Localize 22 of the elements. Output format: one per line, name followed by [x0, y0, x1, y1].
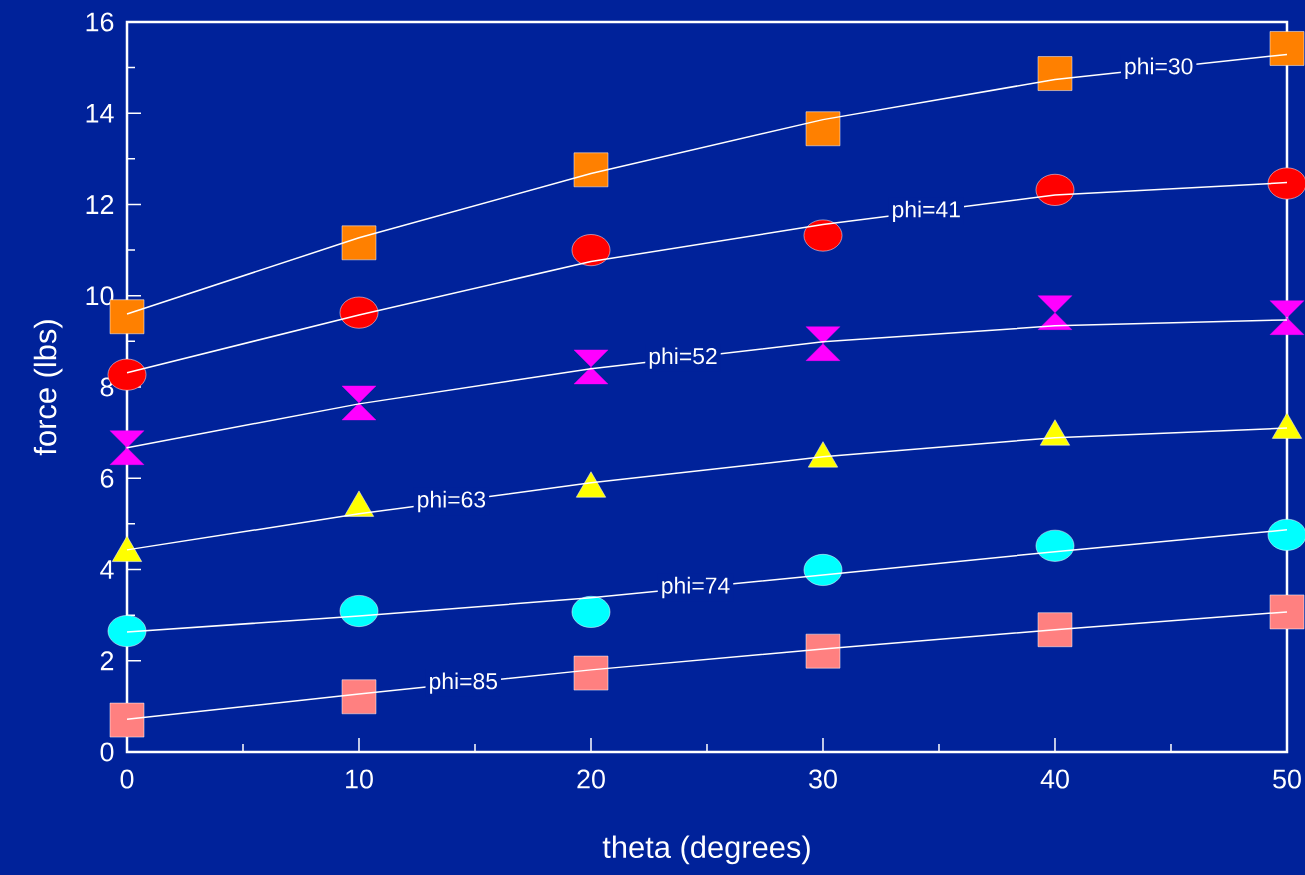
series-label: phi=41 [893, 200, 960, 223]
y-tick-label: 6 [100, 468, 114, 488]
y-tick-label: 14 [86, 103, 114, 123]
series-label: phi=74 [662, 576, 730, 599]
y-tick-label: 16 [86, 12, 114, 32]
x-axis-title: theta (degrees) [602, 835, 810, 865]
x-tick-label: 10 [346, 769, 373, 789]
series-label: phi=63 [418, 490, 486, 513]
y-tick-label: 10 [86, 286, 114, 306]
x-tick-label: 0 [120, 769, 134, 789]
y-tick-label: 12 [86, 195, 114, 214]
x-tick-label: 30 [809, 769, 837, 789]
y-tick-label: 4 [100, 560, 114, 579]
y-axis-title: force (lbs) [33, 320, 63, 456]
series-label: phi=52 [649, 347, 717, 369]
series-label: phi=30 [1125, 57, 1193, 79]
x-tick-label: 40 [1040, 769, 1069, 789]
y-tick-label: 2 [100, 651, 114, 671]
y-tick-label: 0 [100, 742, 114, 762]
series-label: phi=85 [430, 672, 498, 694]
x-tick-label: 20 [577, 769, 605, 789]
x-tick-label: 50 [1273, 769, 1301, 789]
